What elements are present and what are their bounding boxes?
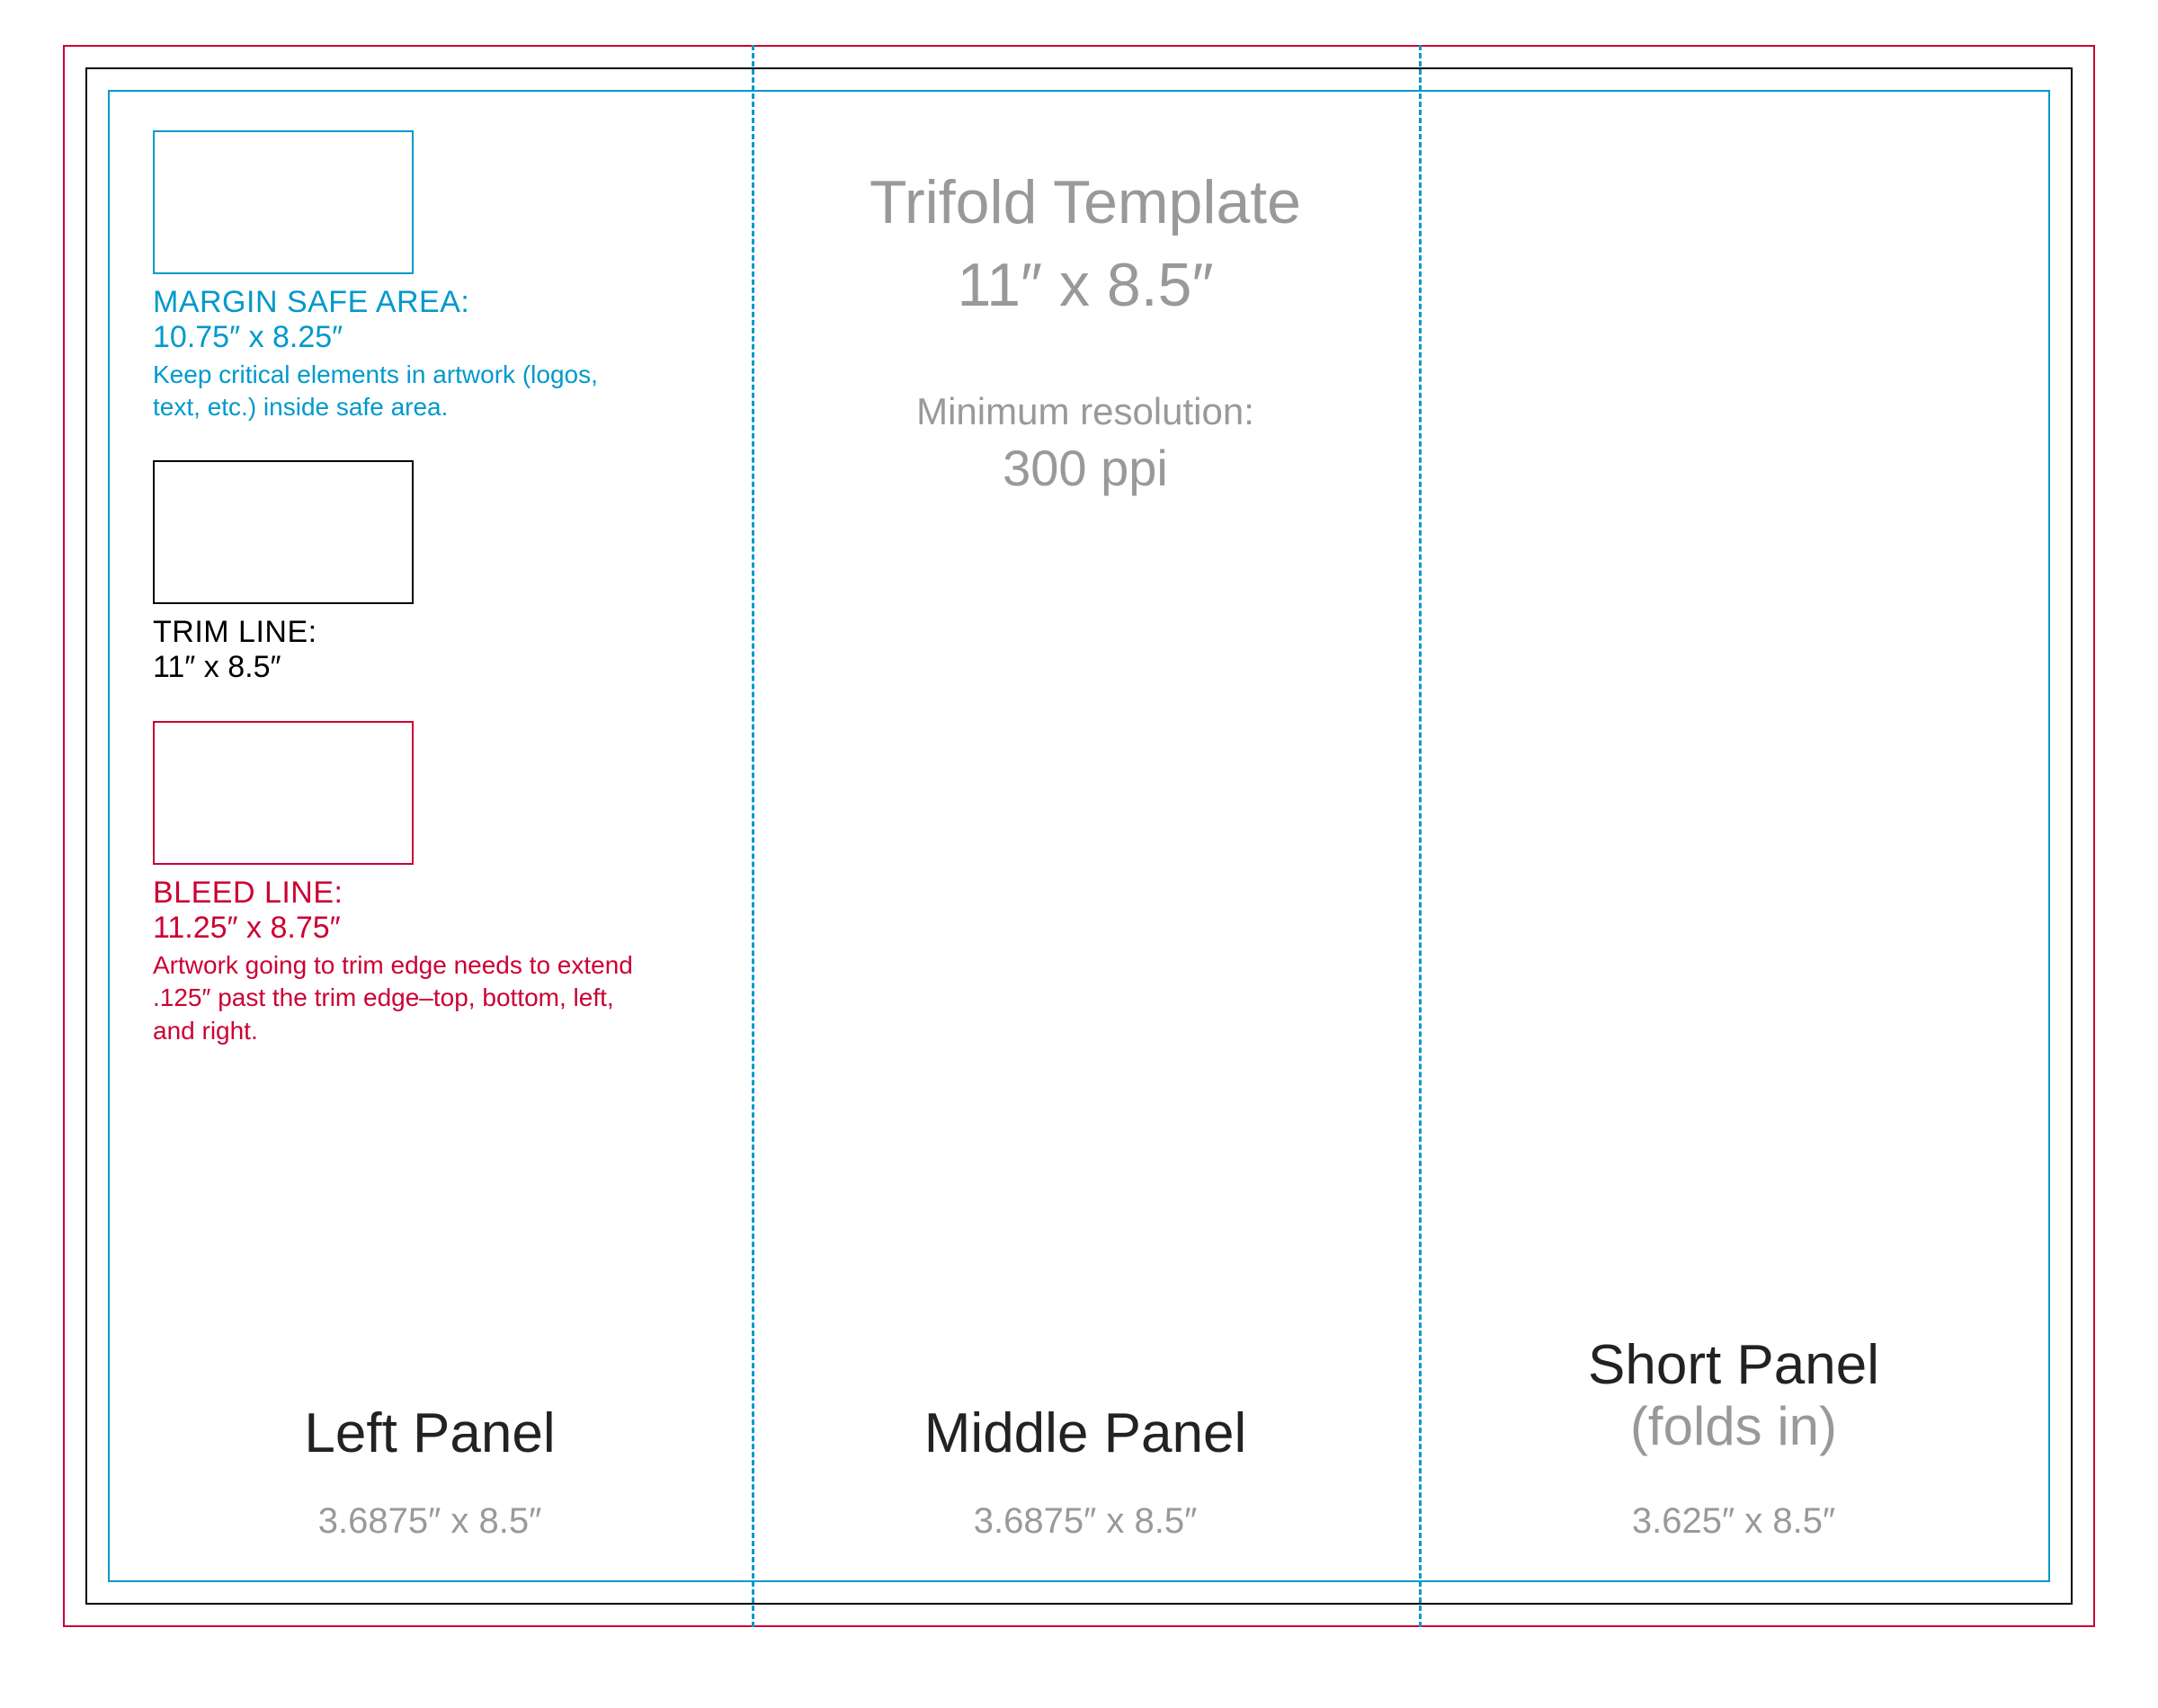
middle-panel-dims: 3.6875″ x 8.5″ [752,1501,1419,1542]
safe-title: MARGIN SAFE AREA: [153,285,638,320]
template-canvas: MARGIN SAFE AREA: 10.75″ x 8.25″ Keep cr… [63,45,2095,1627]
template-title-line2: 11″ x 8.5″ [752,245,1419,327]
legend-trim: TRIM LINE: 11″ x 8.5″ [153,460,638,685]
template-heading: Trifold Template 11″ x 8.5″ Minimum reso… [752,162,1419,497]
trim-title: TRIM LINE: [153,615,638,650]
bleed-swatch [153,721,414,865]
legend: MARGIN SAFE AREA: 10.75″ x 8.25″ Keep cr… [153,130,638,1083]
resolution-value: 300 ppi [752,439,1419,497]
legend-safe: MARGIN SAFE AREA: 10.75″ x 8.25″ Keep cr… [153,130,638,424]
left-panel-title: Left Panel [108,1401,752,1465]
safe-swatch [153,130,414,274]
left-panel-footer: Left Panel 3.6875″ x 8.5″ [108,1401,752,1542]
resolution-label: Minimum resolution: [752,390,1419,433]
middle-panel-footer: Middle Panel 3.6875″ x 8.5″ [752,1401,1419,1542]
right-panel-subtitle: (folds in) [1419,1397,2048,1456]
legend-bleed: BLEED LINE: 11.25″ x 8.75″ Artwork going… [153,721,638,1047]
template-title-line1: Trifold Template [752,162,1419,245]
safe-dims: 10.75″ x 8.25″ [153,320,638,355]
middle-panel-title: Middle Panel [752,1401,1419,1465]
bleed-desc: Artwork going to trim edge needs to exte… [153,949,638,1047]
bleed-dims: 11.25″ x 8.75″ [153,911,638,946]
left-panel-dims: 3.6875″ x 8.5″ [108,1501,752,1542]
bleed-title: BLEED LINE: [153,876,638,911]
right-panel-title: Short Panel [1419,1333,2048,1397]
right-panel-footer: Short Panel (folds in) 3.625″ x 8.5″ [1419,1333,2048,1542]
trim-swatch [153,460,414,604]
right-panel-dims: 3.625″ x 8.5″ [1419,1501,2048,1542]
safe-desc: Keep critical elements in artwork (logos… [153,359,638,424]
trim-dims: 11″ x 8.5″ [153,650,638,685]
